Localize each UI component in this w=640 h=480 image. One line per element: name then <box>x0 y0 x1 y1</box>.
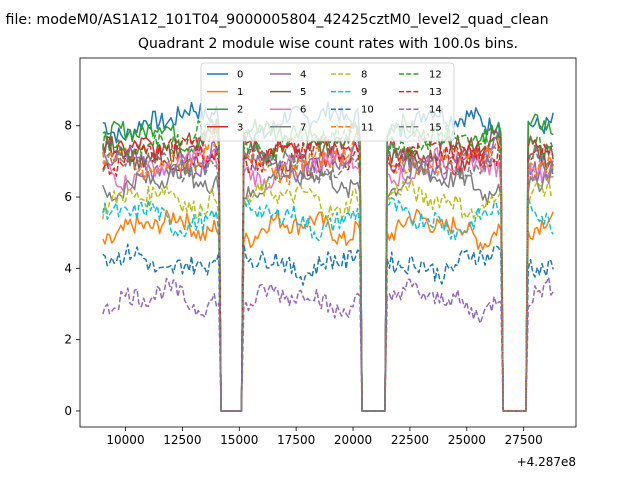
series-line-8 <box>102 177 554 412</box>
legend-label-9: 9 <box>361 87 367 98</box>
y-tick-label: 4 <box>64 261 72 275</box>
series-line-15 <box>102 141 554 412</box>
legend-label-2: 2 <box>237 105 243 116</box>
figure-suptitle: n file: modeM0/AS1A12_101T04_9000005804_… <box>0 12 549 28</box>
series-line-7 <box>102 159 554 412</box>
axes-frame <box>79 57 577 428</box>
y-tick-label: 8 <box>64 119 72 133</box>
series-line-9 <box>102 197 554 412</box>
legend-label-6: 6 <box>300 105 306 116</box>
x-tick-label: 25000 <box>448 433 486 447</box>
x-axis: 10000 12500 15000 17500 20000 22500 25000 27500 <box>106 427 543 447</box>
legend-label-11: 11 <box>361 122 374 133</box>
x-tick-label: 27500 <box>505 433 543 447</box>
legend-label-14: 14 <box>429 105 442 116</box>
legend-label-5: 5 <box>300 87 306 98</box>
series-line-12 <box>102 120 554 412</box>
series-line-3 <box>102 131 554 412</box>
series-line-1 <box>102 208 554 412</box>
series-line-6 <box>102 146 554 412</box>
legend-label-0: 0 <box>237 70 243 81</box>
y-tick-label: 0 <box>64 404 72 418</box>
legend-label-15: 15 <box>429 122 442 133</box>
legend-label-13: 13 <box>429 87 442 98</box>
legend-label-8: 8 <box>361 70 367 81</box>
y-tick-label: 2 <box>64 333 72 347</box>
x-tick-label: 17500 <box>277 433 315 447</box>
legend-label-10: 10 <box>361 105 374 116</box>
series-line-10 <box>102 243 554 412</box>
x-tick-label: 12500 <box>163 433 201 447</box>
x-tick-label: 22500 <box>391 433 429 447</box>
y-tick-label: 6 <box>64 190 72 204</box>
y-axis: 0 2 4 6 8 <box>64 119 80 418</box>
series-line-14 <box>102 276 554 412</box>
legend-label-12: 12 <box>429 70 442 81</box>
legend-label-1: 1 <box>237 87 243 98</box>
series-layer <box>102 101 554 412</box>
x-tick-label: 20000 <box>334 433 372 447</box>
x-tick-label: 15000 <box>220 433 258 447</box>
series-line-13 <box>102 132 554 412</box>
legend-label-7: 7 <box>300 122 306 133</box>
chart-title: Quadrant 2 module wise count rates with … <box>138 36 518 52</box>
x-offset-label: +4.287e8 <box>517 455 576 469</box>
x-tick-label: 10000 <box>106 433 144 447</box>
legend-label-4: 4 <box>300 70 306 81</box>
legend-box <box>200 62 455 142</box>
legend-label-3: 3 <box>237 122 243 133</box>
